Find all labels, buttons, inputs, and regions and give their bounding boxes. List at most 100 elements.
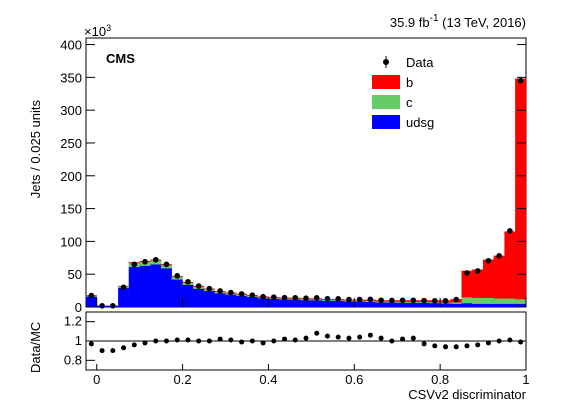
histogram-segment [504, 303, 516, 308]
histogram-segment [493, 298, 505, 304]
chart-title: 35.9 fb-1 (13 TeV, 2016) [390, 13, 526, 30]
histogram-segment [182, 284, 194, 308]
histogram-segment [160, 268, 173, 308]
legend-swatch [372, 75, 400, 89]
ratio-point [314, 330, 320, 336]
data-point [335, 295, 341, 302]
histogram-segment [214, 293, 226, 308]
histogram-segment [193, 288, 205, 308]
data-point [324, 295, 331, 302]
x-tick-label: 0 [93, 372, 100, 387]
histogram-segment [332, 300, 344, 308]
histogram-segment [472, 269, 484, 298]
ratio-point [378, 335, 384, 341]
legend-swatch [372, 115, 400, 129]
legend-swatch [372, 95, 400, 109]
data-point [228, 289, 234, 296]
histogram-segment [450, 302, 462, 304]
data-point [507, 228, 513, 234]
data-point [313, 295, 320, 301]
histogram-segment [375, 302, 387, 308]
data-point [431, 297, 438, 304]
ratio-point [121, 345, 127, 351]
ratio-point [142, 340, 148, 346]
ratio-point [303, 335, 309, 341]
ratio-point [421, 341, 427, 347]
legend-label: c [406, 95, 413, 110]
data-point [195, 283, 202, 289]
y-multiplier: ×103 [84, 23, 111, 39]
histogram-segment [482, 259, 494, 298]
data-point [389, 297, 395, 304]
histogram-segment [397, 302, 409, 308]
y-tick-label: 350 [60, 70, 82, 85]
data-point [88, 292, 95, 299]
histogram-segment [482, 303, 494, 308]
histogram-segment [504, 298, 516, 304]
histogram-segment [493, 255, 505, 299]
legend-label: b [406, 75, 413, 90]
data-point [453, 296, 460, 303]
histogram-segment [482, 297, 494, 304]
ratio-point [260, 340, 266, 346]
histogram-segment [364, 301, 376, 308]
data-point [517, 77, 524, 84]
histogram-segment [150, 264, 162, 308]
data-point [399, 297, 406, 304]
histogram-segment [279, 299, 291, 308]
data-point [238, 291, 245, 297]
histogram-segment [118, 287, 130, 308]
ratio-y-tick-label: 1 [75, 333, 82, 348]
x-tick-label: 0.6 [345, 372, 363, 387]
histogram-segment [171, 279, 183, 308]
histogram-segment [515, 78, 527, 300]
data-point [249, 292, 256, 298]
data-point [378, 297, 384, 304]
y-tick-label: 300 [60, 103, 82, 118]
y-tick-label: 0 [75, 300, 82, 315]
data-point [356, 296, 363, 303]
histogram-segment [515, 298, 527, 304]
ratio-point [228, 337, 234, 343]
data-point [99, 303, 105, 309]
histogram-segment [203, 290, 215, 308]
histogram-segment [429, 302, 441, 308]
ratio-point [443, 344, 449, 350]
title-sup: -1 [430, 13, 439, 24]
histogram-segment [139, 265, 151, 308]
legend-label: udsg [406, 115, 434, 130]
data-point [271, 294, 277, 300]
ratio-point [88, 341, 94, 347]
ratio-point [185, 337, 191, 343]
histogram-segment [246, 296, 258, 308]
ratio-point [475, 342, 481, 348]
data-point [120, 284, 127, 291]
data-point [464, 270, 470, 276]
data-point [131, 261, 138, 268]
ratio-point [282, 336, 288, 342]
histogram-segment [472, 303, 484, 308]
legend-label: Data [406, 55, 434, 70]
x-tick-label: 0.8 [431, 372, 449, 387]
histogram-segment [300, 299, 312, 308]
data-point [152, 256, 159, 263]
data-point [163, 261, 170, 268]
data-point [281, 294, 288, 301]
ratio-point [335, 334, 341, 340]
data-point [485, 257, 492, 264]
ratio-point [367, 332, 373, 338]
data-point [367, 296, 374, 303]
data-point [421, 297, 427, 304]
data-point [142, 258, 148, 265]
ratio-point [110, 348, 116, 354]
data-point [292, 294, 299, 301]
y-tick-label: 400 [60, 38, 82, 53]
data-point [442, 298, 449, 304]
ratio-y-tick-label: 0.8 [64, 352, 82, 367]
x-tick-label: 0.4 [259, 372, 277, 387]
ratio-point [400, 336, 406, 342]
ratio-point [217, 336, 223, 342]
data-point [110, 303, 116, 309]
histogram-segment [268, 298, 280, 308]
y-tick-label: 100 [60, 234, 82, 249]
